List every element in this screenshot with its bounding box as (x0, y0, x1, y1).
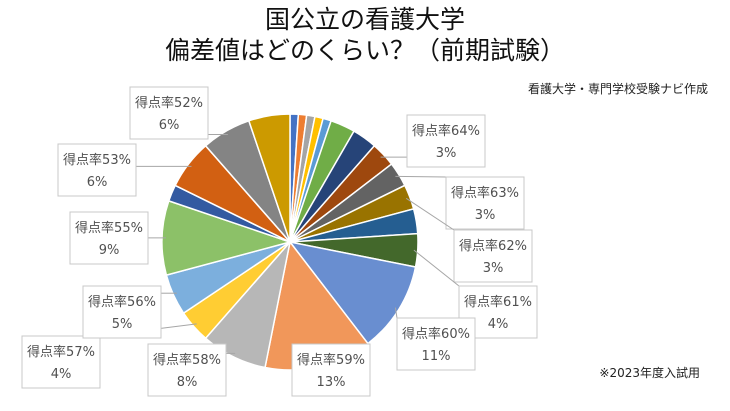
data-label-box (396, 317, 476, 371)
data-label-value: 6% (159, 118, 180, 133)
data-label-box (129, 86, 209, 140)
data-label-21: 得点率52% 6% (129, 86, 228, 140)
data-label-value: 3% (483, 261, 504, 276)
data-label-12: 得点率61% 4% (413, 249, 538, 339)
data-label-17: 得点率56% 5% (82, 285, 177, 339)
data-label-value: 6% (87, 175, 108, 190)
data-label-14: 得点率59% 13% (291, 343, 371, 397)
data-label-box (445, 176, 525, 230)
data-label-category: 得点率55% (75, 220, 143, 236)
data-label-category: 得点率62% (459, 238, 527, 254)
data-label-category: 得点率56% (88, 294, 156, 310)
footnote-text: ※2023年度入試用 (599, 366, 700, 380)
data-label-box (21, 335, 101, 389)
data-label-15: 得点率58% 8% (147, 343, 236, 397)
data-label-value: 3% (436, 146, 457, 161)
data-label-8: 得点率64% 3% (380, 114, 486, 168)
data-label-box (291, 343, 371, 397)
data-label-category: 得点率61% (464, 294, 532, 310)
pie-slices (161, 113, 419, 371)
data-label-category: 得点率63% (451, 185, 519, 201)
data-label-value: 9% (99, 243, 120, 258)
data-label-box (406, 114, 486, 168)
data-label-category: 得点率64% (412, 123, 480, 139)
leader-line (405, 197, 455, 231)
data-label-category: 得点率52% (135, 95, 203, 111)
data-label-13: 得点率60% 11% (394, 307, 476, 371)
pie-slice-22 (247, 113, 291, 243)
data-label-18: 得点率55% 9% (69, 211, 166, 265)
data-label-category: 得点率57% (27, 344, 95, 360)
data-label-9: 得点率63% 3% (395, 175, 525, 230)
data-label-value: 5% (112, 317, 133, 332)
data-label-box (453, 229, 533, 283)
data-label-category: 得点率58% (153, 352, 221, 368)
data-label-10: 得点率62% 3% (405, 197, 533, 283)
data-label-category: 得点率53% (63, 152, 131, 168)
data-label-box (69, 211, 149, 265)
data-label-box (82, 285, 162, 339)
data-label-value: 11% (422, 349, 451, 364)
data-label-category: 得点率60% (402, 326, 470, 342)
data-labels: 得点率64% 3% 得点率63% 3% 得点率62% 3% 得点率61% 4% 得点率60% 11… (21, 86, 538, 397)
chart-title-line1: 国公立の看護大学 (264, 5, 465, 34)
chart-title-line2: 偏差値はどのくらい？（前期試験） (164, 36, 565, 65)
leader-line (394, 307, 398, 319)
data-label-value: 4% (51, 367, 72, 382)
data-label-value: 13% (317, 375, 346, 390)
data-label-value: 3% (475, 208, 496, 223)
data-label-box (57, 143, 137, 197)
data-label-16: 得点率57% 4% (21, 323, 197, 389)
data-label-value: 8% (177, 375, 198, 390)
leader-line (395, 175, 447, 178)
data-label-category: 得点率59% (297, 352, 365, 368)
data-label-value: 4% (488, 317, 509, 332)
pie-slice-13 (288, 240, 417, 345)
leader-line (413, 249, 460, 287)
credit-text: 看護大学・専門学校受験ナビ作成 (527, 82, 708, 96)
data-label-box (147, 343, 227, 397)
data-label-20: 得点率53% 6% (57, 143, 192, 197)
